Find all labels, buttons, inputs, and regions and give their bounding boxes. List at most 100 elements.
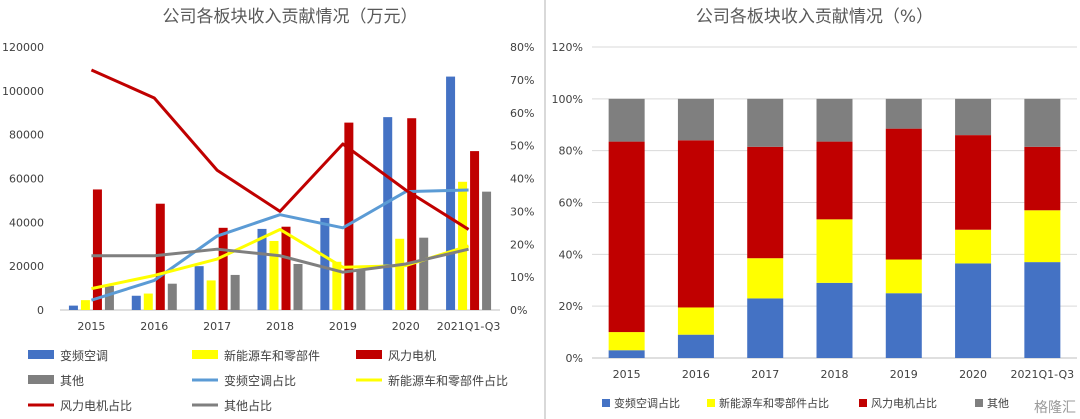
legend-swatch [356, 350, 382, 359]
chart-title: 公司各板块收入贡献情况（%） [696, 7, 933, 27]
legend-label: 其他占比 [224, 398, 272, 413]
combo-chart: 公司各板块收入贡献情况（万元） 0 20000 40000 60000 80000 1000… [2, 7, 534, 413]
series-line-1 [91, 227, 470, 291]
panel-divider [544, 0, 546, 419]
y2-tick-label: 60% [510, 107, 534, 120]
bar-1-0 [80, 300, 90, 310]
y2-tick-label: 0% [510, 304, 527, 317]
bar-3-0 [104, 285, 114, 310]
stack-2-0 [608, 141, 645, 333]
bar-0-1 [131, 295, 141, 310]
y-tick-label: 120000 [2, 41, 44, 54]
x-tick-label: 2019 [329, 320, 357, 333]
y-tick-label: 100000 [2, 85, 44, 98]
legend-swatch [28, 375, 54, 384]
stack-0-5 [955, 263, 992, 358]
stack-1-6 [1024, 210, 1061, 263]
stack-0-0 [608, 350, 645, 358]
stack-3-4 [885, 98, 922, 129]
legend-swatch [28, 350, 54, 359]
stack-3-5 [955, 98, 992, 136]
bar-3-5 [419, 237, 429, 310]
y-tick-label: 120% [552, 41, 583, 54]
stack-1-1 [677, 307, 714, 335]
y2-tick-label: 10% [510, 271, 534, 284]
stacked-percent-chart: 公司各板块收入贡献情况（%） 0% 20% 40% 60% 80% 100% 120% 2015… [552, 7, 1077, 410]
y2-tick-label: 40% [510, 173, 534, 186]
bar-2-1 [155, 203, 165, 310]
x-tick-label: 2020 [392, 320, 420, 333]
bar-1-4 [332, 261, 342, 310]
x-tick-label: 2017 [203, 320, 231, 333]
stack-3-3 [816, 98, 853, 142]
right-chart-panel: 公司各板块收入贡献情况（%） 0% 20% 40% 60% 80% 100% 120% 2015… [547, 0, 1080, 419]
y-tick-label: 80000 [9, 129, 44, 142]
stack-2-2 [747, 146, 784, 259]
stack-0-2 [747, 298, 784, 358]
y2-tick-label: 80% [510, 41, 534, 54]
stack-1-0 [608, 332, 645, 351]
y2-tick-label: 50% [510, 140, 534, 153]
legend-swatch [192, 350, 218, 359]
stack-0-1 [677, 334, 714, 358]
bar-2-2 [218, 227, 228, 310]
legend-label: 变频空调占比 [614, 396, 680, 410]
x-tick-label: 2019 [890, 368, 918, 381]
bar-0-2 [194, 266, 204, 310]
legend-label: 新能源车和零部件占比 [719, 396, 829, 410]
x-tick-label: 2018 [821, 368, 849, 381]
legend-label: 新能源车和零部件占比 [388, 373, 508, 388]
stack-3-2 [747, 98, 784, 147]
bar-2-4 [344, 122, 354, 310]
y-tick-label: 40000 [9, 216, 44, 229]
bar-0-5 [383, 117, 393, 310]
series-line-2 [90, 68, 470, 231]
stack-2-4 [885, 128, 922, 260]
bar-3-2 [230, 274, 240, 310]
x-tick-label: 2021Q1-Q3 [1011, 368, 1075, 381]
x-tick-label: 2020 [959, 368, 987, 381]
legend-label: 其他 [987, 397, 1009, 410]
stack-2-6 [1024, 146, 1061, 211]
bar-3-6 [482, 191, 492, 310]
bar-1-3 [269, 240, 279, 310]
legend-swatch [707, 399, 715, 407]
legend-label: 新能源车和零部件 [224, 348, 320, 363]
bar-1-2 [206, 280, 216, 310]
bar-0-3 [257, 228, 267, 310]
stack-3-0 [608, 98, 645, 142]
stack-0-6 [1024, 262, 1061, 358]
bar-1-1 [143, 293, 153, 310]
bar-3-4 [356, 270, 366, 310]
legend-label: 风力电机占比 [60, 398, 132, 413]
y-tick-label: 60% [559, 197, 583, 210]
y-tick-label: 40% [559, 248, 583, 261]
stack-0-4 [885, 293, 922, 358]
stack-2-5 [955, 135, 992, 230]
bar-0-6 [446, 76, 456, 311]
bar-0-0 [68, 305, 78, 310]
y2-tick-label: 70% [510, 74, 534, 87]
stack-2-3 [816, 141, 853, 220]
legend-label: 变频空调 [60, 348, 108, 363]
bar-2-5 [407, 118, 417, 311]
legend-swatch [859, 399, 867, 407]
y-tick-label: 20% [559, 300, 583, 313]
chart-title: 公司各板块收入贡献情况（万元） [163, 7, 418, 27]
x-tick-label: 2016 [140, 320, 168, 333]
legend-label: 风力电机占比 [871, 396, 937, 410]
x-tick-label: 2015 [77, 320, 105, 333]
stack-1-5 [955, 229, 992, 264]
x-tick-label: 2018 [266, 320, 294, 333]
y2-tick-label: 20% [510, 238, 534, 251]
y-tick-label: 20000 [9, 260, 44, 273]
y-tick-label: 0% [566, 352, 583, 365]
stack-1-2 [747, 258, 784, 299]
bar-3-1 [167, 283, 177, 310]
y-tick-label: 0 [37, 304, 44, 317]
stack-1-4 [885, 259, 922, 294]
stack-3-6 [1024, 98, 1061, 147]
y-tick-label: 100% [552, 93, 583, 106]
legend-label: 其他 [60, 374, 84, 388]
legend-swatch [602, 399, 610, 407]
